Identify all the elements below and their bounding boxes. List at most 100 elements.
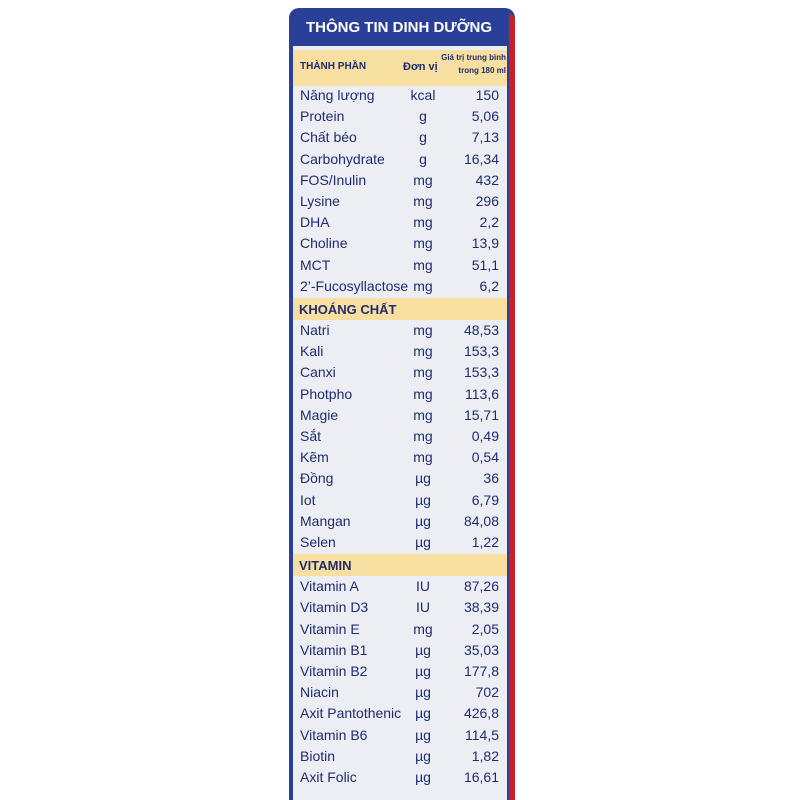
unit: µg: [415, 684, 431, 701]
value: 0,49: [471, 428, 499, 444]
unit: mg: [413, 364, 433, 381]
unit: µg: [415, 769, 431, 785]
value: 153,3: [463, 364, 499, 381]
nutrient-name: FOS/Inulin: [300, 171, 367, 188]
nutrient-name: Kẽm: [300, 449, 329, 466]
nutrient-name: 2’-Fucosyllactose: [300, 277, 409, 294]
nutrient-name: Mangan: [300, 512, 351, 529]
unit: mg: [413, 343, 433, 360]
nutrient-name: Lysine: [300, 193, 340, 209]
value: 6,79: [471, 491, 499, 508]
value: 15,71: [463, 406, 499, 423]
unit: IU: [416, 599, 430, 616]
unit: µg: [415, 747, 431, 764]
nutrient-name: Iot: [300, 491, 316, 508]
nutrient-name: Axit Pantothenic: [300, 705, 402, 722]
unit: mg: [413, 235, 433, 252]
column-header: Đơn vị: [403, 61, 438, 73]
value: 48,53: [463, 322, 499, 338]
nutrient-name: Choline: [300, 235, 348, 252]
nutrient-name: Axit Folic: [300, 769, 357, 785]
section-band: KHOÁNG CHẤT: [293, 298, 507, 320]
panel-edge: [509, 14, 515, 800]
value: 35,03: [463, 641, 499, 658]
value: 16,34: [463, 150, 499, 167]
unit: mg: [413, 620, 433, 637]
value: 177,8: [463, 663, 499, 679]
nutrient-name: Đồng: [300, 470, 334, 487]
nutrient-name: Biotin: [300, 747, 336, 764]
nutrient-name: Vitamin B6: [300, 726, 368, 743]
value: 36: [483, 470, 499, 487]
value: 38,39: [463, 599, 499, 616]
unit: g: [419, 150, 427, 167]
value: 6,2: [479, 277, 499, 294]
column-header: Giá trị trung bình: [441, 53, 506, 62]
value: 2,2: [479, 214, 499, 231]
nutrient-name: Chất béo: [300, 129, 357, 146]
title: THÔNG TIN DINH DƯỠNG: [305, 19, 493, 36]
value: 150: [475, 87, 499, 103]
value: 2,05: [471, 620, 499, 637]
unit: IU: [416, 578, 430, 595]
unit: µg: [415, 641, 431, 658]
value: 51,1: [471, 256, 499, 273]
value: 702: [475, 684, 499, 701]
nutrient-name: DHA: [300, 214, 330, 231]
unit: mg: [413, 193, 433, 209]
unit: µg: [415, 512, 431, 529]
unit: mg: [413, 322, 433, 338]
nutrient-name: Vitamin D3: [300, 599, 369, 616]
nutrient-name: Vitamin E: [300, 620, 360, 637]
value: 7,13: [471, 129, 499, 146]
value: 84,08: [463, 512, 499, 529]
column-header: THÀNH PHẦN: [300, 61, 367, 72]
nutrient-name: Natri: [300, 322, 330, 338]
nutrient-name: Protein: [300, 108, 345, 125]
nutrient-name: Vitamin A: [300, 578, 359, 595]
value: 296: [475, 193, 499, 209]
section-band: VITAMIN: [293, 554, 507, 577]
unit: µg: [415, 705, 431, 722]
value: 13,9: [471, 235, 499, 252]
section-title: VITAMIN: [299, 558, 352, 574]
nutrient-name: Photpho: [300, 385, 353, 402]
unit: mg: [413, 171, 433, 188]
unit: µg: [415, 491, 431, 508]
value: 87,26: [463, 578, 499, 595]
value: 5,06: [471, 108, 499, 125]
value: 432: [475, 171, 499, 188]
nutrient-name: Vitamin B1: [300, 641, 368, 658]
unit: g: [419, 108, 427, 125]
column-header: trong 180 ml: [458, 66, 506, 75]
value: 113,6: [465, 385, 499, 402]
nutrient-name: Sắt: [300, 428, 322, 444]
nutrient-name: Vitamin B2: [300, 663, 368, 679]
table-body: [293, 46, 507, 800]
unit: mg: [413, 449, 433, 466]
unit: mg: [413, 256, 433, 273]
nutrient-name: Carbohydrate: [300, 150, 385, 167]
value: 153,3: [463, 343, 499, 360]
value: 426,8: [463, 705, 499, 722]
unit: mg: [413, 385, 433, 402]
nutrient-name: Canxi: [300, 364, 336, 381]
unit: µg: [415, 534, 431, 550]
unit: µg: [415, 726, 431, 743]
unit: µg: [415, 470, 431, 487]
value: 1,22: [471, 534, 499, 550]
nutrient-name: Năng lượng: [300, 87, 375, 103]
value: 114,5: [465, 726, 499, 743]
nutrient-name: MCT: [300, 256, 331, 273]
unit: mg: [413, 214, 433, 231]
unit: mg: [413, 277, 433, 294]
unit: mg: [413, 406, 433, 423]
value: 16,61: [463, 769, 499, 785]
unit: µg: [415, 663, 431, 679]
nutrient-name: Niacin: [300, 684, 339, 701]
unit: kcal: [410, 87, 436, 103]
unit: g: [419, 129, 427, 146]
section-title: KHOÁNG CHẤT: [299, 302, 397, 317]
value: 0,54: [471, 449, 499, 466]
